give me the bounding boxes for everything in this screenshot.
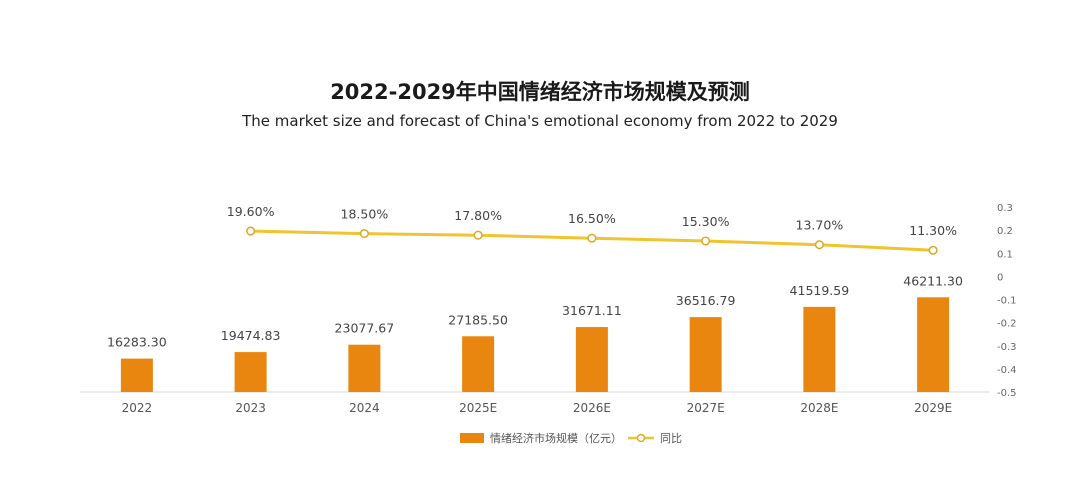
x-tick-label: 2028E	[800, 401, 838, 415]
y2-tick-label: 0.3	[997, 203, 1013, 214]
bar	[120, 358, 153, 392]
yoy-data-label: 19.60%	[227, 204, 275, 219]
x-tick-label: 2022	[122, 401, 153, 415]
bar	[234, 352, 267, 392]
x-tick-label: 2023	[235, 401, 266, 415]
bar-value-label: 19474.83	[221, 328, 281, 343]
yoy-point	[587, 233, 597, 243]
y2-tick-label: 0	[997, 272, 1003, 283]
bar-value-label: 46211.30	[903, 273, 963, 288]
yoy-data-label: 18.50%	[341, 207, 389, 222]
yoy-point	[701, 236, 711, 246]
bar-value-label: 16283.30	[107, 335, 167, 350]
yoy-data-label: 17.80%	[454, 208, 502, 223]
bar	[348, 344, 381, 392]
chart-subtitle: The market size and forecast of China's …	[242, 112, 838, 130]
yoy-data-label: 15.30%	[682, 214, 730, 229]
bar-value-label: 27185.50	[448, 312, 508, 327]
y2-tick-label: -0.5	[997, 388, 1017, 399]
bar	[917, 297, 950, 392]
chart-title: 2022-2029年中国情绪经济市场规模及预测	[330, 80, 750, 104]
yoy-point	[473, 230, 483, 240]
yoy-point	[814, 240, 824, 250]
bar	[462, 336, 495, 392]
yoy-point	[359, 229, 369, 239]
x-tick-label: 2026E	[573, 401, 611, 415]
x-tick-label: 2029E	[914, 401, 952, 415]
legend-label-line: 同比	[660, 432, 682, 445]
y2-tick-label: -0.2	[997, 319, 1017, 330]
bar-value-label: 41519.59	[790, 283, 850, 298]
bar-value-label: 36516.79	[676, 293, 736, 308]
bar	[575, 327, 608, 392]
yoy-data-label: 13.70%	[796, 218, 844, 233]
y2-tick-label: -0.4	[997, 365, 1017, 376]
y2-tick-label: -0.1	[997, 296, 1017, 307]
x-tick-label: 2027E	[687, 401, 725, 415]
y2-tick-label: -0.3	[997, 342, 1017, 353]
yoy-point	[246, 226, 256, 236]
yoy-data-label: 11.30%	[909, 223, 957, 238]
bar-value-label: 31671.11	[562, 303, 622, 318]
legend-label-bar: 情绪经济市场规模（亿元）	[490, 431, 622, 445]
bar	[689, 317, 722, 392]
yoy-data-label: 16.50%	[568, 211, 616, 226]
legend-swatch-marker	[636, 433, 646, 443]
bar	[803, 306, 836, 392]
x-tick-label: 2024	[349, 401, 380, 415]
y2-tick-label: 0.1	[997, 249, 1013, 260]
yoy-point	[928, 245, 938, 255]
x-tick-label: 2025E	[459, 401, 497, 415]
y2-tick-label: 0.2	[997, 226, 1013, 237]
legend-swatch-bar	[460, 433, 484, 443]
bar-value-label: 23077.67	[335, 321, 395, 336]
